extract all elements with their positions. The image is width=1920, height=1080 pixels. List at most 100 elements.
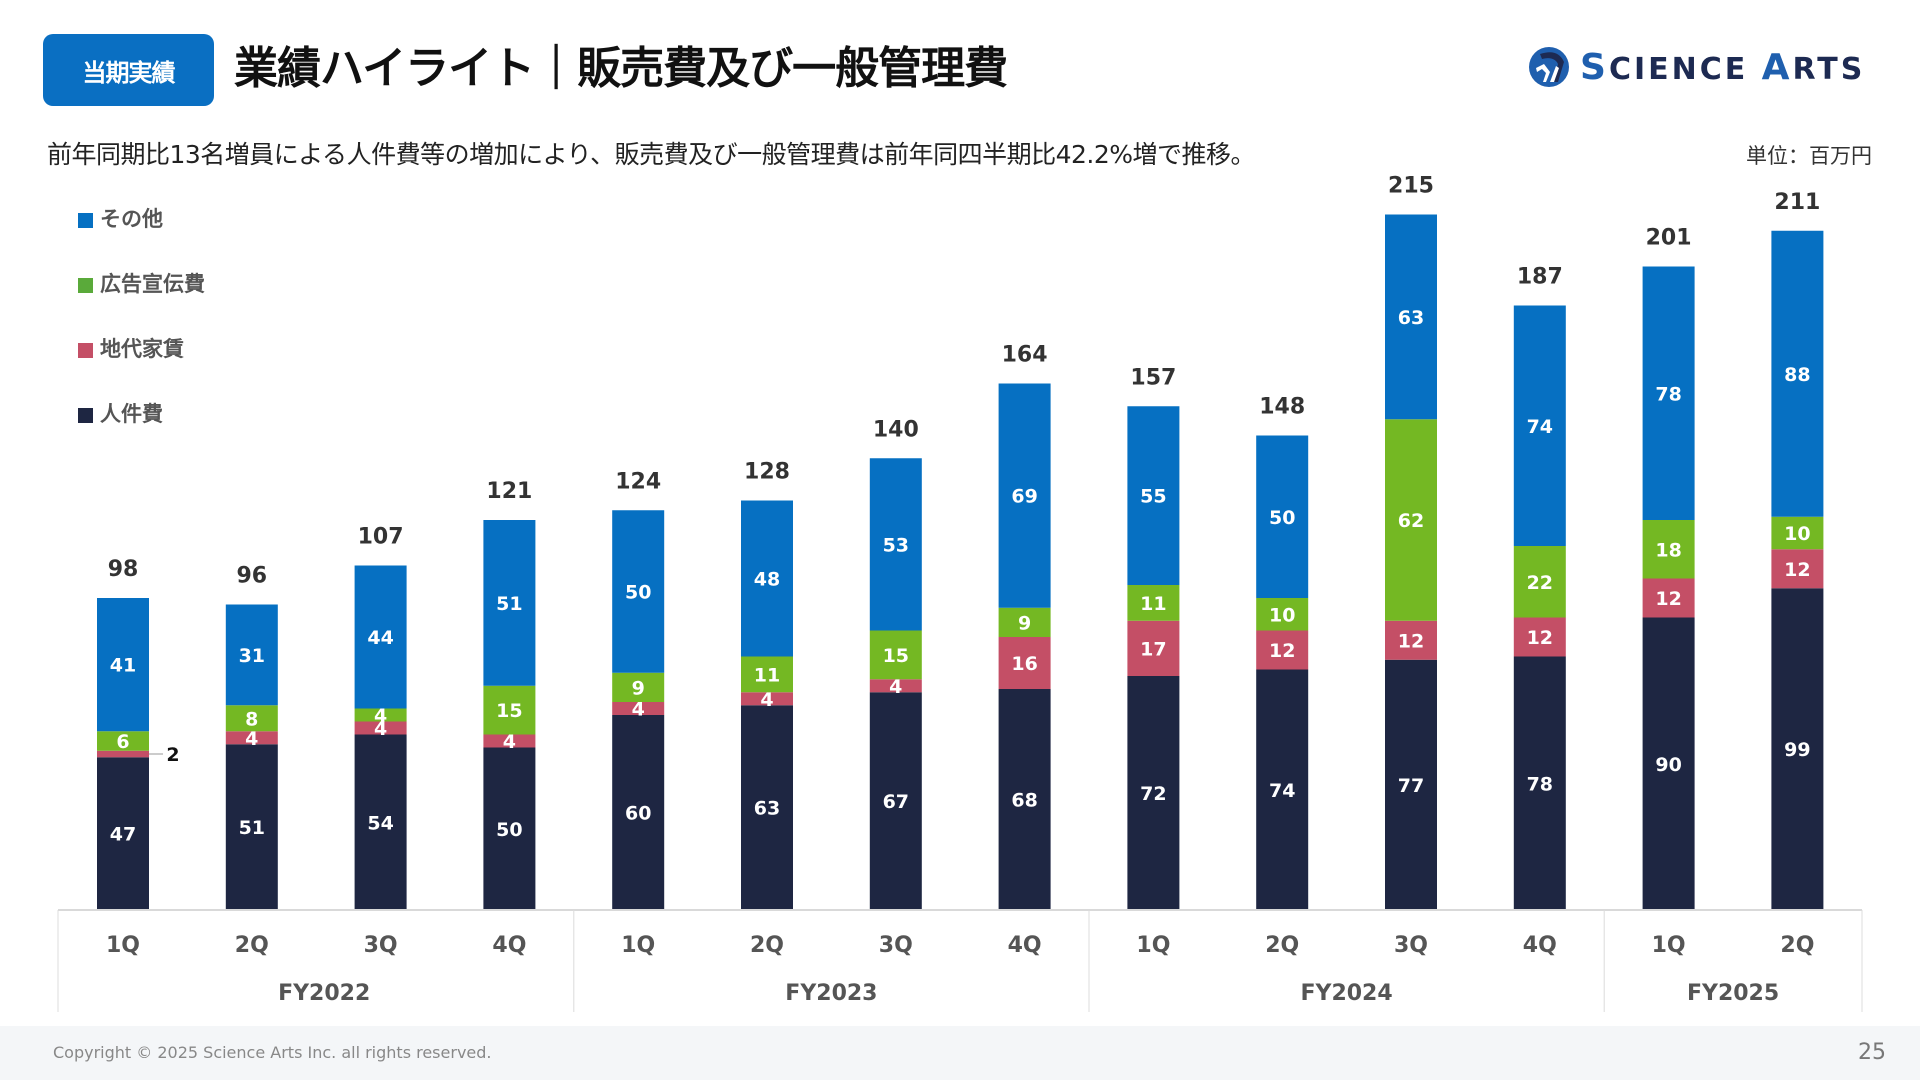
logo-letters: RTS (1792, 51, 1866, 87)
data-label-rent: 4 (503, 731, 516, 753)
x-tick-label: 3Q (879, 933, 913, 958)
data-label-other: 53 (883, 534, 909, 556)
data-label-other: 88 (1784, 364, 1810, 386)
bar-segment-personnel (1385, 659, 1437, 910)
data-label-other: 50 (1269, 507, 1295, 529)
data-label-personnel: 74 (1269, 780, 1295, 802)
total-label: 128 (744, 460, 790, 485)
legend-label: その他 (100, 207, 163, 231)
legend-swatch-rent (78, 342, 93, 358)
bar-segment-rent (1513, 617, 1566, 657)
bar-segment-personnel (354, 734, 407, 910)
total-label: 124 (615, 469, 661, 494)
bar-segment-advertising (354, 708, 407, 722)
data-label-other: 31 (239, 645, 265, 667)
stacked-bar-chart: 47641981Q514831962Q5444441073Q5041551121… (57, 174, 1863, 1012)
page-number: 25 (1858, 1040, 1886, 1065)
data-label-rent: 4 (374, 718, 387, 740)
data-label-personnel: 60 (625, 803, 651, 825)
bar-segment-advertising (741, 656, 793, 693)
data-label-rent: 17 (1140, 638, 1166, 660)
data-label-rent: 12 (1784, 559, 1810, 581)
data-label-advertising: 15 (883, 645, 909, 667)
bar-segment-personnel (612, 715, 665, 910)
logo-mark-icon (1529, 47, 1569, 87)
bar-segment-other (869, 458, 922, 631)
data-label-other: 55 (1140, 486, 1166, 508)
x-tick-label: 1Q (106, 933, 140, 958)
data-label-rent: 4 (889, 676, 902, 698)
legend-swatch-advertising (78, 277, 93, 293)
data-label-personnel: 99 (1784, 739, 1810, 761)
bar-segment-personnel (483, 747, 536, 910)
bar-segment-rent (998, 637, 1051, 689)
fy-group-label: FY2023 (785, 981, 877, 1006)
data-label-personnel: 68 (1011, 790, 1037, 812)
data-label-personnel: 47 (110, 824, 136, 846)
data-label-advertising: 4 (374, 705, 387, 727)
data-label-other: 69 (1011, 486, 1037, 508)
legend-item-advertising: 広告宣伝費 (78, 270, 205, 296)
x-tick-label: 2Q (1780, 933, 1814, 958)
bar-segment-other (1642, 266, 1695, 520)
bar-segment-personnel (1642, 617, 1695, 910)
bar-segment-advertising (998, 607, 1051, 637)
unit-label: 単位：百万円 (1746, 144, 1872, 168)
legend-item-personnel: 人件費 (78, 400, 205, 426)
data-label-advertising: 9 (632, 677, 645, 699)
legend-item-other: その他 (78, 205, 205, 231)
bar-segment-other (741, 500, 793, 657)
data-label-advertising: 15 (496, 700, 522, 722)
bar-segment-rent (483, 734, 536, 748)
data-label-rent: 12 (1398, 630, 1424, 652)
bar-segment-other (354, 565, 407, 709)
bar-segment-rent (869, 679, 922, 693)
bar-segment-other (1256, 435, 1309, 598)
bar-segment-rent (354, 721, 407, 735)
x-tick-label: 4Q (1008, 933, 1042, 958)
total-label: 121 (486, 479, 532, 504)
data-label-advertising: 10 (1784, 523, 1810, 545)
data-label-other: 63 (1398, 307, 1424, 329)
section-badge: 当期実績 (43, 34, 214, 106)
x-tick-label: 1Q (1652, 933, 1686, 958)
data-label-rent: 12 (1527, 627, 1553, 649)
data-label-personnel: 50 (496, 819, 522, 841)
legend-label: 広告宣伝費 (100, 272, 205, 296)
data-label-outside: 2 (166, 744, 179, 766)
data-label-personnel: 78 (1527, 773, 1553, 795)
bar-segment-other (1385, 214, 1437, 420)
summary-text: 前年同期比13名増員による人件費等の増加により、販売費及び一般管理費は前年同四半… (47, 140, 1256, 169)
data-label-rent: 12 (1655, 588, 1681, 610)
total-label: 140 (873, 417, 919, 442)
bar-segment-rent (225, 731, 278, 745)
bar-segment-personnel (1771, 588, 1824, 910)
logo-letters: CIENCE (1608, 51, 1762, 87)
bar-segment-advertising (1127, 585, 1180, 621)
bar-segment-rent (741, 692, 793, 706)
logo-letter: S (1580, 46, 1609, 88)
data-label-advertising: 8 (245, 708, 258, 730)
bar-segment-advertising (1771, 516, 1824, 550)
fy-group-label: FY2024 (1300, 981, 1392, 1006)
logo-wordmark: SCIENCE ARTS (1580, 47, 1865, 88)
data-label-other: 51 (496, 593, 522, 615)
company-logo: SCIENCE ARTS (1528, 46, 1865, 88)
bar-segment-personnel (869, 692, 922, 910)
x-tick-label: 2Q (750, 933, 784, 958)
total-label: 201 (1646, 226, 1692, 251)
bar-segment-advertising (225, 705, 278, 732)
bar-segment-other (225, 604, 278, 706)
legend-item-rent: 地代家賃 (78, 335, 205, 361)
data-label-personnel: 54 (367, 812, 393, 834)
bar-segment-advertising (1642, 520, 1695, 579)
data-label-other: 78 (1655, 383, 1681, 405)
total-label: 148 (1259, 395, 1305, 420)
fy-group-label: FY2025 (1687, 981, 1779, 1006)
data-label-rent: 4 (632, 699, 645, 721)
data-label-personnel: 63 (754, 798, 780, 820)
x-tick-label: 3Q (364, 933, 398, 958)
data-label-advertising: 18 (1655, 539, 1681, 561)
total-label: 96 (236, 564, 267, 589)
bar-segment-other (1513, 305, 1566, 546)
